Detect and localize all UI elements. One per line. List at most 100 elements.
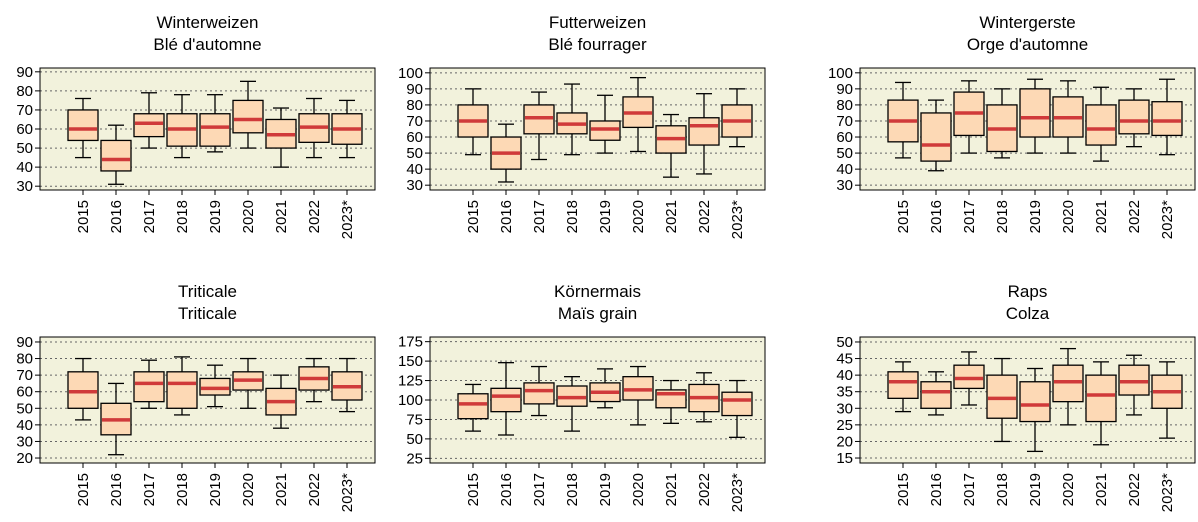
lower-whisker [729,415,745,438]
chart-subtitle: Maïs grain [558,304,637,323]
lower-whisker [207,395,223,408]
y-tick-label: 30 [16,178,33,195]
upper-whisker [1126,354,1142,366]
lower-whisker [961,388,977,406]
box [1085,374,1117,423]
lower-whisker [928,161,944,172]
x-tick-label: 2015 [895,473,912,506]
lower-whisker [1126,133,1142,148]
x-tick-label: 2023* [1159,473,1176,512]
lower-whisker [928,408,944,416]
upper-whisker [306,357,322,367]
upper-whisker [663,379,679,390]
chart-title: Raps [1008,282,1048,301]
y-tick-label: 50 [406,431,423,448]
y-tick-label: 70 [16,102,33,119]
x-tick-label: 2018 [994,473,1011,506]
plot-frame [39,67,376,191]
upper-whisker [696,93,712,118]
y-tick-label: 50 [836,145,853,162]
chart-title: Körnermais [554,282,641,301]
x-tick-label: 2018 [564,473,581,506]
upper-whisker [961,80,977,93]
upper-whisker [531,365,547,383]
upper-whisker [564,376,580,386]
lower-whisker [498,411,514,436]
x-tick-label: 2021 [1093,473,1110,506]
x-tick-label: 2017 [141,200,158,233]
chart-subtitle: Colza [1006,304,1050,323]
upper-whisker [1126,88,1142,101]
x-tick-label: 2019 [1027,200,1044,233]
lower-whisker [240,390,256,409]
x-tick-label: 2023* [339,473,356,512]
x-tick-label: 2015 [465,473,482,506]
lower-whisker [663,153,679,178]
chart-title: Wintergerste [979,13,1075,32]
plot-frame [429,67,766,191]
lower-whisker [141,136,157,149]
plot-frame [859,336,1196,464]
lower-whisker [75,140,91,159]
lower-whisker [564,406,580,432]
lower-whisker [994,151,1010,159]
x-tick-label: 2023* [1159,200,1176,239]
upper-whisker [240,357,256,372]
box [887,371,919,399]
box [688,117,720,146]
x-tick-label: 2019 [207,473,224,506]
upper-whisker [207,94,223,114]
upper-whisker [895,361,911,372]
upper-whisker [564,83,580,113]
y-tick-label: 80 [16,351,33,368]
x-tick-label: 2023* [729,473,746,512]
y-tick-label: 90 [16,64,33,81]
upper-whisker [928,99,944,113]
lower-whisker [141,401,157,409]
plot-frame [39,336,376,464]
upper-whisker [531,91,547,105]
x-tick-label: 2019 [597,200,614,233]
box [232,99,264,134]
lower-whisker [174,408,190,416]
y-tick-label: 70 [836,113,853,130]
x-tick-label: 2017 [961,473,978,506]
lower-whisker [465,418,481,432]
upper-whisker [465,88,481,105]
lower-whisker [696,411,712,423]
upper-whisker [1093,86,1109,105]
box [920,112,952,162]
y-tick-label: 100 [828,65,853,82]
y-tick-label: 125 [398,373,423,390]
x-tick-label: 2020 [240,200,257,233]
x-tick-label: 2021 [663,200,680,233]
x-tick-label: 2022 [696,200,713,233]
x-tick-label: 2018 [564,200,581,233]
x-tick-label: 2019 [207,200,224,233]
lower-whisker [729,137,745,148]
x-tick-label: 2021 [273,473,290,506]
x-tick-label: 2021 [1093,200,1110,233]
box [920,381,952,409]
x-tick-label: 2019 [597,473,614,506]
x-tick-label: 2021 [663,473,680,506]
y-tick-label: 80 [836,97,853,114]
chart-title: Triticale [178,282,237,301]
x-tick-label: 2017 [531,200,548,233]
box [133,371,165,403]
upper-whisker [994,88,1010,105]
y-tick-label: 15 [836,450,853,467]
lower-whisker [1027,421,1043,453]
upper-whisker [339,99,355,114]
upper-whisker [1159,78,1175,102]
lower-whisker [306,142,322,159]
box [199,113,231,147]
y-tick-label: 75 [406,411,423,428]
upper-whisker [1060,80,1076,97]
y-tick-label: 40 [836,367,853,384]
x-tick-label: 2015 [895,200,912,233]
upper-whisker [895,81,911,101]
y-tick-label: 90 [836,81,853,98]
x-tick-label: 2016 [108,200,125,233]
x-tick-label: 2020 [1060,473,1077,506]
